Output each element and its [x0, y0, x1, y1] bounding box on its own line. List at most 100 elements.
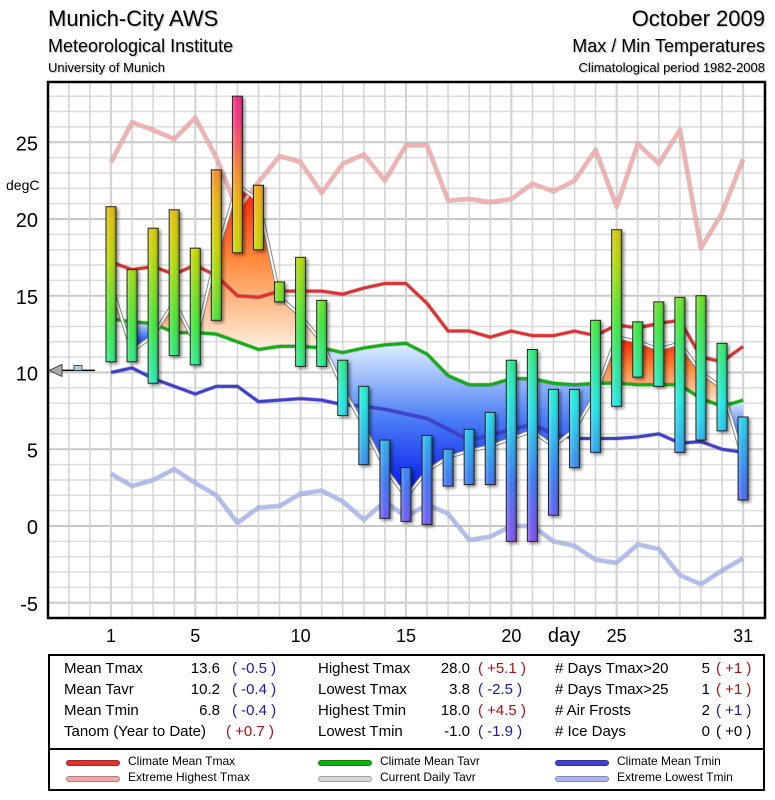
bar-highlight: [548, 389, 558, 515]
bar-highlight: [654, 302, 664, 386]
legend-swatch: [318, 760, 372, 766]
day-bar-23: [569, 388, 581, 469]
bar-highlight: [633, 322, 643, 377]
bar-highlight: [401, 468, 411, 521]
legend-label: Extreme Highest Tmax: [128, 770, 250, 784]
stat-label: Mean Tmax: [64, 660, 143, 677]
x-axis-label: day: [548, 625, 580, 647]
day-bar-25: [611, 229, 623, 407]
day-bar-16: [421, 434, 433, 525]
day-bar-13: [358, 385, 370, 466]
stat-label: Tanom (Year to Date): [64, 723, 207, 740]
stat-value: 0: [701, 723, 710, 740]
x-tick-label: 5: [190, 626, 200, 646]
bar-highlight: [127, 270, 137, 362]
stat-label: # Days Tmax>25: [555, 681, 669, 698]
chart-subtitle: Max / Min Temperatures: [572, 36, 765, 56]
stat-value: 28.0: [440, 660, 470, 677]
stat-label: Highest Tmax: [318, 660, 411, 677]
bar-highlight: [317, 300, 327, 366]
plot-frame: [46, 80, 767, 620]
station-title: Munich-City AWS: [48, 6, 219, 31]
bar-highlight: [106, 207, 116, 362]
stat-anomaly: ( -0.4 ): [232, 681, 277, 698]
day-bar-26: [632, 321, 644, 378]
stat-anomaly: ( +1 ): [716, 681, 752, 698]
x-axis-ticks: 1 5 10 15 20 25 31: [106, 626, 753, 646]
x-tick-label: 31: [733, 626, 753, 646]
stat-anomaly: ( +0.7 ): [226, 723, 274, 740]
bar-highlight: [359, 386, 369, 465]
day-bar-10: [295, 256, 307, 367]
extreme-highest-tmax-line: [109, 115, 745, 250]
daily-bars: [105, 95, 749, 542]
stat-value: 6.8: [199, 702, 220, 719]
y-tick-label: 0: [27, 517, 38, 539]
bar-highlight: [169, 210, 179, 356]
day-bar-19: [484, 411, 496, 486]
bar-highlight: [717, 343, 727, 431]
x-tick-label: 20: [501, 626, 521, 646]
day-bar-3: [147, 227, 159, 384]
day-bar-12: [337, 359, 349, 416]
university-title: University of Munich: [48, 60, 166, 75]
bar-highlight: [443, 449, 453, 486]
day-bar-15: [400, 467, 412, 522]
legend-label: Current Daily Tavr: [380, 770, 476, 784]
bar-highlight: [675, 297, 685, 452]
day-bar-6: [210, 169, 222, 321]
stat-value: 10.2: [190, 681, 220, 698]
stat-label: Lowest Tmin: [318, 723, 403, 740]
statistics-panel: Mean Tmax 13.6 ( -0.5 ) Mean Tavr 10.2 ( -0.4…: [48, 654, 765, 750]
bar-highlight: [380, 440, 390, 518]
stat-anomaly: ( +1 ): [716, 660, 752, 677]
y-tick-label: 10: [16, 364, 38, 386]
stat-anomaly: ( +4.5 ): [478, 702, 526, 719]
stat-value: 13.6: [190, 660, 220, 677]
bar-highlight: [527, 349, 537, 541]
marker-arrow: [47, 363, 63, 378]
bar-highlight: [591, 320, 601, 452]
x-tick-label: 10: [291, 626, 311, 646]
bar-highlight: [148, 228, 158, 383]
day-bar-1: [105, 206, 117, 363]
bar-highlight: [296, 257, 306, 366]
bar-highlight: [275, 282, 285, 302]
day-bar-18: [463, 428, 475, 486]
bar-highlight: [190, 248, 200, 365]
bar-highlight: [738, 417, 748, 500]
y-tick-label: 25: [16, 133, 38, 155]
stat-value: 18.0: [440, 702, 470, 719]
legend-swatch: [555, 760, 609, 766]
legend-swatch: [66, 760, 120, 766]
year-mean-marker: [47, 363, 95, 378]
institute-title: Meteorological Institute: [48, 36, 234, 56]
y-tick-label: 15: [16, 287, 38, 309]
x-tick-label: 25: [607, 626, 627, 646]
stat-anomaly: ( -0.5 ): [232, 660, 277, 677]
day-bar-8: [252, 184, 264, 251]
stat-label: Highest Tmin: [318, 702, 407, 719]
bar-highlight: [232, 96, 242, 253]
day-bar-30: [716, 342, 728, 432]
legend-swatch: [318, 776, 372, 782]
y-tick-label: 5: [27, 440, 38, 462]
stat-anomaly: ( -0.4 ): [232, 702, 277, 719]
marker-box: [73, 365, 83, 371]
stat-value: 1: [701, 681, 710, 698]
stat-anomaly: ( +1 ): [716, 702, 752, 719]
warm-anomaly-area: [197, 185, 325, 350]
bar-highlight: [485, 412, 495, 485]
day-bar-28: [674, 296, 686, 453]
y-axis-ticks: -5 0 5 10 15 20 25: [16, 133, 38, 616]
x-tick-label: 1: [106, 626, 116, 646]
bar-highlight: [253, 185, 263, 250]
x-tick-label: 15: [396, 626, 416, 646]
bar-highlight: [422, 435, 432, 524]
stat-anomaly: ( -1.9 ): [478, 723, 523, 740]
bar-highlight: [338, 360, 348, 415]
bar-highlight: [696, 296, 706, 440]
bar-highlight: [211, 170, 221, 320]
stat-value: -1.0: [444, 723, 470, 740]
